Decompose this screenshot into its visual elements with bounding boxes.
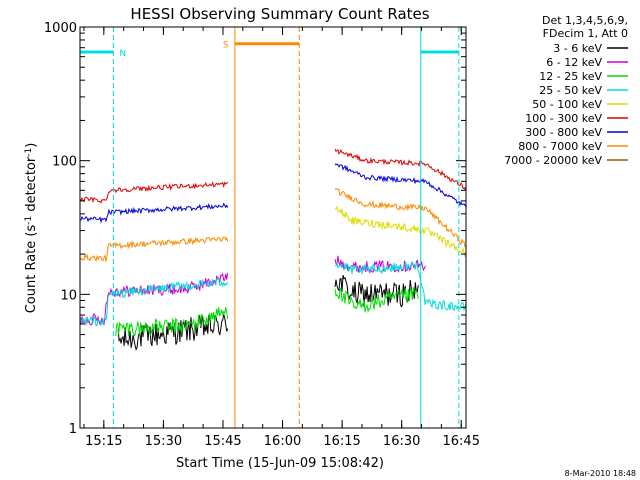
legend-label-1: 6 - 12 keV [546, 56, 602, 69]
y-axis: 1 10 100 1000 [44, 21, 466, 437]
flag-label-0: N [119, 49, 126, 59]
series-line-7-0 [79, 236, 229, 263]
y-axis-label-sup1: -1 [24, 216, 34, 225]
series-line-5-0 [79, 181, 229, 204]
x-tick-label-1: 15:30 [145, 434, 182, 449]
x-axis-label: Start Time (15-Jun-09 15:08:42) [176, 456, 384, 471]
series-line-6-0 [79, 202, 229, 224]
legend-label-2: 12 - 25 keV [539, 70, 602, 83]
legend-label-5: 100 - 300 keV [525, 112, 602, 125]
series-line-4-0 [334, 205, 467, 257]
series-line-2-0 [115, 307, 229, 337]
y-tick-label-3: 1000 [44, 21, 77, 36]
x-tick-label-0: 15:15 [85, 434, 122, 449]
data-layer [79, 148, 467, 352]
legend-header-1: Det 1,3,4,5,6,9, [542, 14, 628, 27]
legend: Det 1,3,4,5,6,9, FDecim 1, Att 0 3 - 6 k… [504, 14, 628, 167]
y-axis-label-main: Count Rate (s [24, 225, 39, 314]
chart-title: HESSI Observing Summary Count Rates [130, 5, 429, 23]
y-axis-label-mid: detector [24, 156, 39, 216]
footer-timestamp: 8-Mar-2010 18:48 [565, 469, 636, 478]
series-line-2-1 [334, 287, 419, 314]
legend-label-0: 3 - 6 keV [553, 42, 602, 55]
legend-label-6: 300 - 800 keV [525, 126, 602, 139]
plot-frame [79, 26, 467, 429]
x-tick-label-6: 16:45 [443, 434, 480, 449]
legend-label-4: 50 - 100 keV [532, 98, 602, 111]
y-tick-label-1: 10 [60, 288, 77, 303]
x-tick-label-4: 16:15 [323, 434, 360, 449]
x-tick-label-3: 16:00 [264, 434, 301, 449]
x-axis: 15:15 15:30 15:45 16:00 16:15 16:30 16:45 [83, 27, 480, 449]
series-line-6-1 [334, 163, 467, 208]
series-line-1-0 [79, 272, 229, 326]
series-line-3-1 [334, 260, 467, 312]
legend-label-3: 25 - 50 keV [539, 84, 602, 97]
x-tick-label-5: 16:30 [383, 434, 420, 449]
y-axis-label: Count Rate (s-1 detector-1) [24, 143, 39, 314]
x-tick-label-2: 15:45 [204, 434, 241, 449]
flag-label-1: S [223, 41, 229, 51]
legend-label-7: 800 - 7000 keV [518, 140, 602, 153]
y-tick-label-0: 1 [69, 422, 77, 437]
legend-header-2: FDecim 1, Att 0 [543, 27, 628, 40]
y-axis-label-sup2: -1 [24, 148, 34, 157]
y-axis-label-end: ) [24, 143, 39, 148]
series-line-5-1 [334, 148, 467, 191]
y-tick-label-2: 100 [52, 155, 77, 170]
series-line-3-0 [79, 277, 229, 327]
legend-label-8: 7000 - 20000 keV [504, 154, 602, 167]
series-line-7-1 [334, 187, 467, 248]
